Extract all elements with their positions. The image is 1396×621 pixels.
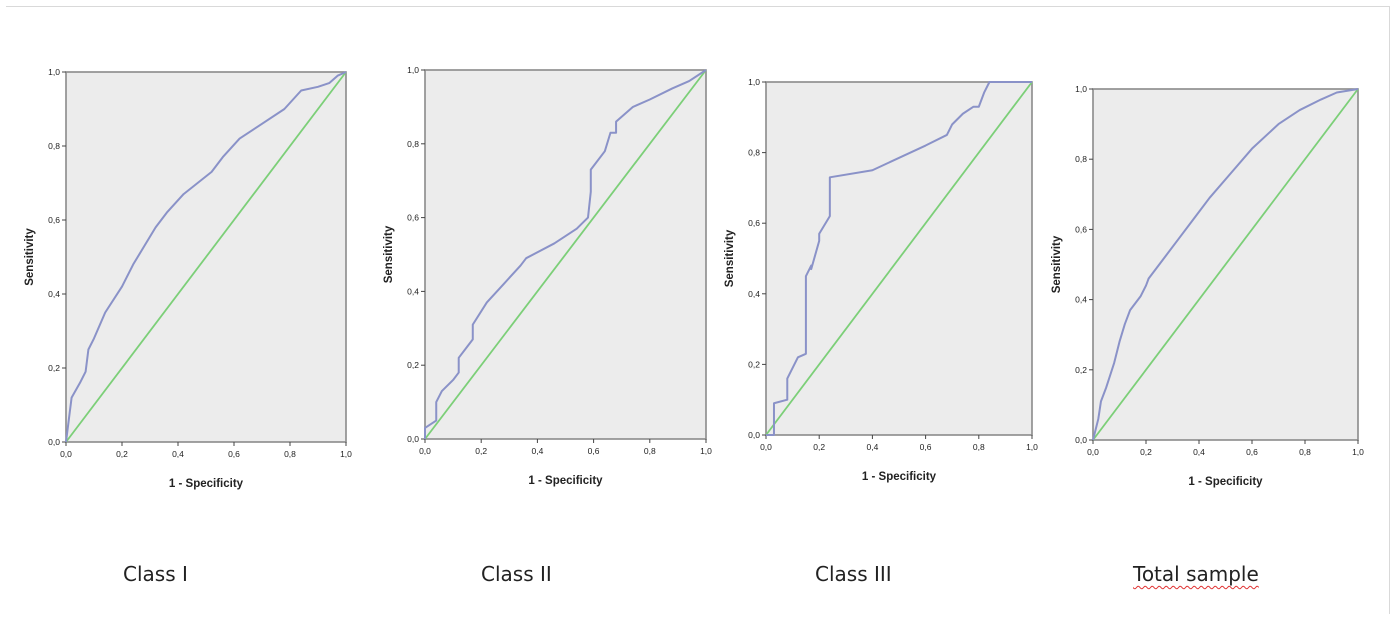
x-tick-label: 0,6 [920,442,932,452]
y-tick-label: 0,8 [407,139,419,149]
x-tick-label: 0,4 [172,449,184,459]
y-tick-label: 0,0 [407,434,419,444]
x-tick-label: 0,6 [1246,447,1258,457]
x-tick-label: 0,2 [1140,447,1152,457]
y-tick-label: 0,2 [407,360,419,370]
x-tick-label: 0,0 [60,449,72,459]
y-tick-label: 0,2 [48,363,60,373]
x-tick-label: 1,0 [1026,442,1038,452]
reference-line [765,81,1033,436]
x-tick-label: 0,4 [1193,447,1205,457]
roc-chart-class-i: 0,0 0,2 0,4 0,6 0,8 1,0 0,0 0,2 0,4 0,6 0,8 1,0 1 - … [24,67,352,490]
y-tick-label: 0,0 [748,430,760,440]
x-tick-label: 0,8 [284,449,296,459]
caption-class-iii: Class III [815,562,892,586]
y-tick-label: 0,4 [48,289,60,299]
y-tick-label: 0,6 [748,218,760,228]
roc-curve [1092,88,1359,441]
y-tick-label: 1,0 [407,65,419,75]
y-tick-label: 1,0 [1075,84,1087,94]
reference-line [65,71,347,443]
caption-total-sample: Total sample [1133,562,1259,586]
y-tick-label: 0,0 [48,437,60,447]
x-tick-label: 1,0 [700,446,712,456]
y-tick-label: 0,8 [748,148,760,158]
roc-chart-total-sample: 0,0 0,2 0,4 0,6 0,8 1,0 0,0 0,2 0,4 0,6 0,8 1,0 1 - … [1051,84,1364,488]
y-tick-label: 0,2 [1075,365,1087,375]
x-tick-label: 0,2 [813,442,825,452]
roc-chart-class-ii: 0,0 0,2 0,4 0,6 0,8 1,0 0,0 0,2 0,4 0,6 0,8 1,0 1 - … [383,65,712,487]
y-tick-label: 1,0 [748,77,760,87]
roc-curve [65,71,347,443]
roc-curve [766,81,1032,436]
y-tick-label: 0,2 [748,359,760,369]
x-tick-label: 0,4 [531,446,543,456]
y-axis-label: Sensitivity [1051,235,1063,293]
y-tick-label: 1,0 [48,67,60,77]
y-axis-label: Sensitivity [383,225,395,283]
x-tick-label: 0,6 [228,449,240,459]
roc-chart-class-iii: 0,0 0,2 0,4 0,6 0,8 1,0 0,0 0,2 0,4 0,6 0,8 1,0 1 - … [724,77,1038,483]
x-tick-label: 1,0 [1352,447,1364,457]
caption-class-i: Class I [123,562,188,586]
x-tick-label: 0,6 [588,446,600,456]
y-axis-label: Sensitivity [24,228,36,286]
x-axis-label: 1 - Specificity [528,475,603,487]
x-tick-label: 0,0 [419,446,431,456]
figure-frame [6,6,1390,614]
x-axis-label: 1 - Specificity [169,478,244,490]
y-tick-label: 0,0 [1075,435,1087,445]
x-tick-label: 0,0 [1087,447,1099,457]
x-tick-label: 0,0 [760,442,772,452]
y-tick-label: 0,6 [48,215,60,225]
x-tick-label: 1,0 [340,449,352,459]
x-tick-label: 0,8 [973,442,985,452]
reference-line [424,69,707,440]
y-tick-label: 0,4 [1075,295,1087,305]
x-axis-label: 1 - Specificity [862,471,937,483]
x-tick-label: 0,2 [475,446,487,456]
x-axis-label: 1 - Specificity [1188,476,1263,488]
reference-line [1092,88,1359,441]
y-tick-label: 0,8 [48,141,60,151]
roc-curve [424,69,707,439]
x-tick-label: 0,8 [644,446,656,456]
caption-class-ii: Class II [481,562,552,586]
y-axis-label: Sensitivity [724,229,736,287]
x-tick-label: 0,8 [1299,447,1311,457]
y-tick-label: 0,4 [407,286,419,296]
x-tick-label: 0,2 [116,449,128,459]
x-tick-label: 0,4 [866,442,878,452]
y-tick-label: 0,8 [1075,154,1087,164]
y-tick-label: 0,4 [748,289,760,299]
y-tick-label: 0,6 [407,213,419,223]
y-tick-label: 0,6 [1075,224,1087,234]
